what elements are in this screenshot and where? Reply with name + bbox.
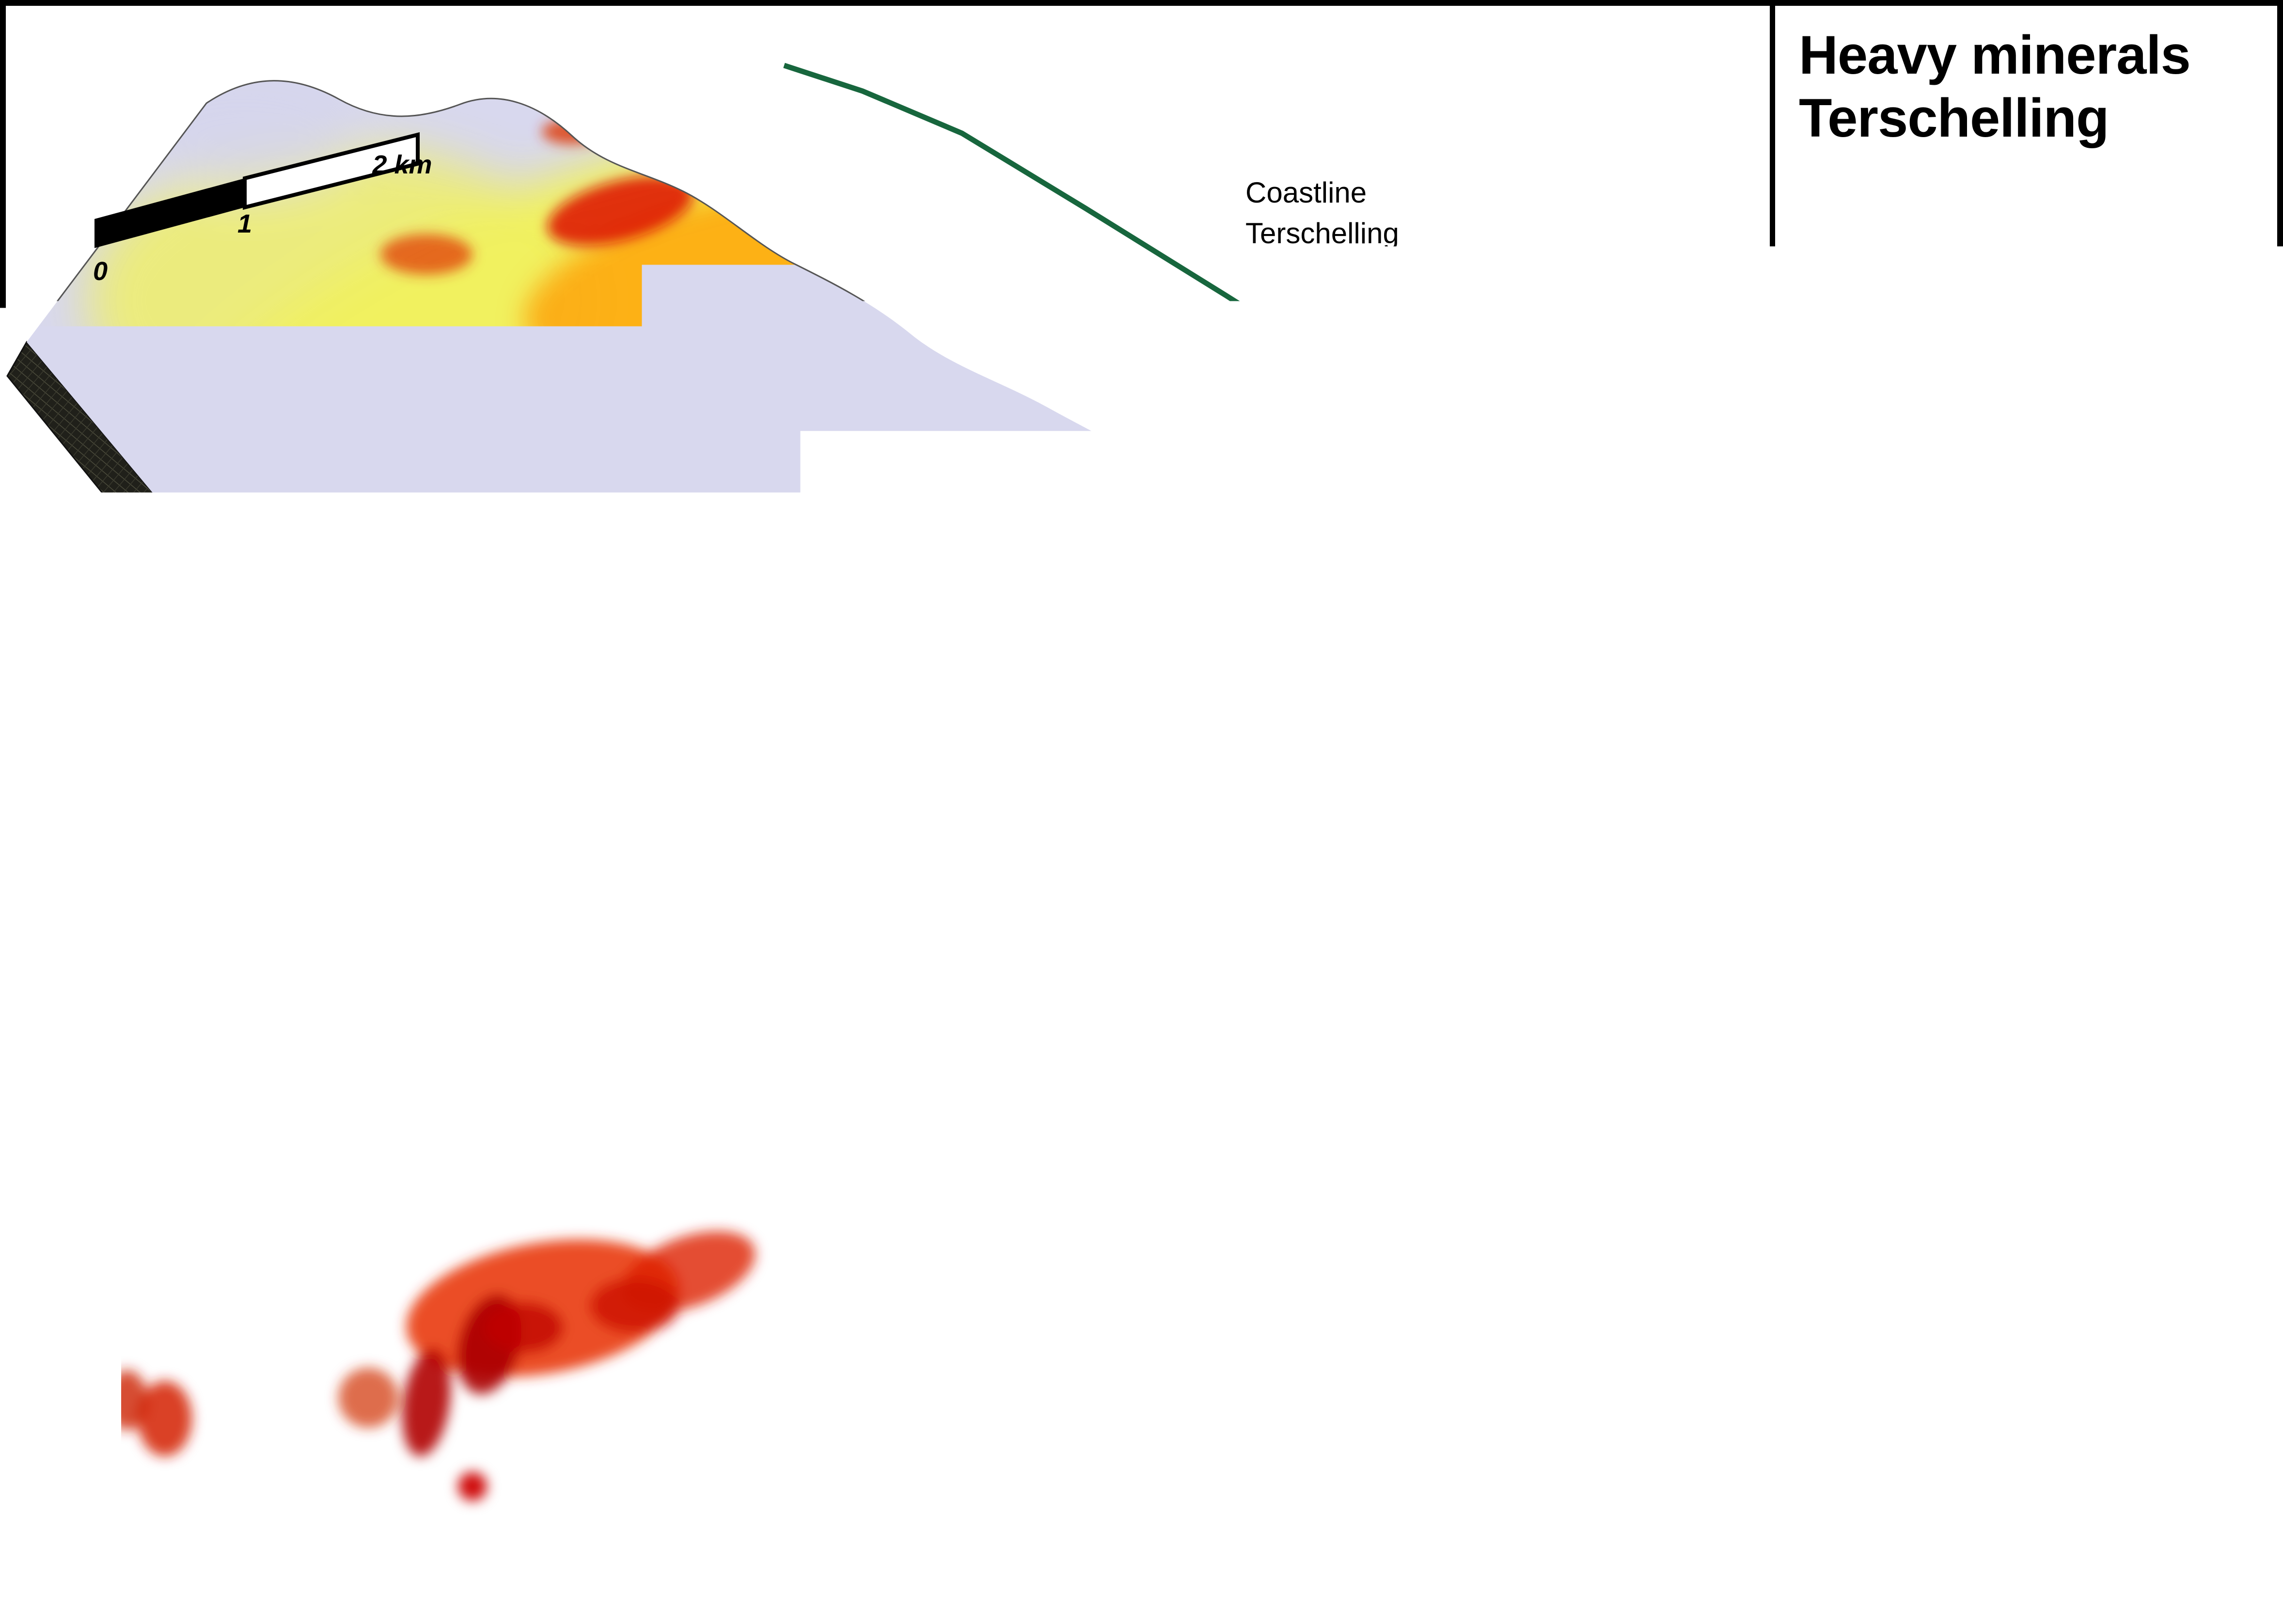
xtick-655: 655 [660, 1573, 702, 1598]
xtick-653: 653 [473, 1573, 516, 1598]
colorbar-caption-line1: Heavy mineral [1438, 1520, 1624, 1549]
scalebar2d-2: 2 km [272, 1036, 329, 1062]
company-address1: Postbus 623 [1799, 1471, 1955, 1499]
xtick-656: 656 [753, 1573, 795, 1598]
legend-land-label: Land [1241, 1332, 1307, 1362]
scalebar2d-0: 0 km [93, 1036, 149, 1062]
panel-divider-vertical [1770, 0, 1775, 1623]
legend-coastline-label: Coastline [1241, 1149, 1366, 1179]
ytick-5921: 5921 [62, 1423, 86, 1477]
xtick-650: 650 [193, 1573, 236, 1598]
page-title-line1: Heavy minerals [1799, 28, 2190, 82]
ytick-5925: 5925 [62, 1059, 86, 1113]
ytick-5922: 5922 [62, 1332, 86, 1386]
cbtick-5: 5 % [1551, 1160, 1599, 1188]
yaxis-label: Northing [25, 1254, 51, 1353]
xtick-657: 657 [847, 1573, 889, 1598]
xtick-652: 652 [380, 1573, 422, 1598]
company-phone: 050-577 02 80 [1799, 1541, 1980, 1569]
company-address2: 9700 AP Groningen [1799, 1506, 2044, 1534]
ytick-5924: 5924 [62, 1150, 86, 1204]
medusa-logo-text: m e d u s a [1832, 1299, 2212, 1358]
scalebar3d-0: 0 [93, 258, 108, 284]
scalebar2d-1: 1 km [182, 1036, 239, 1062]
colorbar-caption-line2: concentration [1444, 1559, 1619, 1588]
xtick-654: 654 [567, 1573, 609, 1598]
scalebar2d-4: 4 km [451, 1036, 508, 1062]
north-letter-2d: N [800, 1485, 837, 1526]
coastline-label-line2: Terschelling [1245, 219, 1399, 248]
page-title-line2: Terschelling [1799, 91, 2109, 145]
company-web[interactable]: www.medusa-online.com [1799, 1580, 2111, 1608]
legend-water-label: Water [1241, 1290, 1320, 1320]
company-name: Medusa Explorations BV [1799, 1430, 2149, 1462]
xtick-651: 651 [287, 1573, 329, 1598]
scalebar3d-1: 1 [237, 211, 252, 237]
cbtick-6: 6 % [1551, 1096, 1599, 1124]
coastline-label-line1: Coastline [1245, 178, 1367, 207]
panel-divider-horizontal [1770, 1166, 2283, 1171]
ytick-5923: 5923 [62, 1241, 86, 1295]
cbtick-2: 2 % [1551, 1354, 1599, 1382]
legend-survey-label: Survey tracks [1241, 1202, 1423, 1233]
figure-page: { "title": { "line1": "Heavy minerals", … [0, 0, 2283, 1623]
outer-border [0, 0, 2283, 1623]
xtick-649: 649 [100, 1573, 142, 1598]
cbtick-4: 4 % [1551, 1225, 1599, 1253]
cbtick-3: 3 % [1551, 1290, 1599, 1318]
cbtick-1: 1 % [1551, 1419, 1599, 1447]
scalebar3d-2km: 2 km [372, 152, 432, 178]
cbtick-0: 0 % [1551, 1483, 1599, 1512]
north-label-3d: North [1534, 920, 1609, 948]
xaxis-label: Easting [465, 1596, 552, 1623]
